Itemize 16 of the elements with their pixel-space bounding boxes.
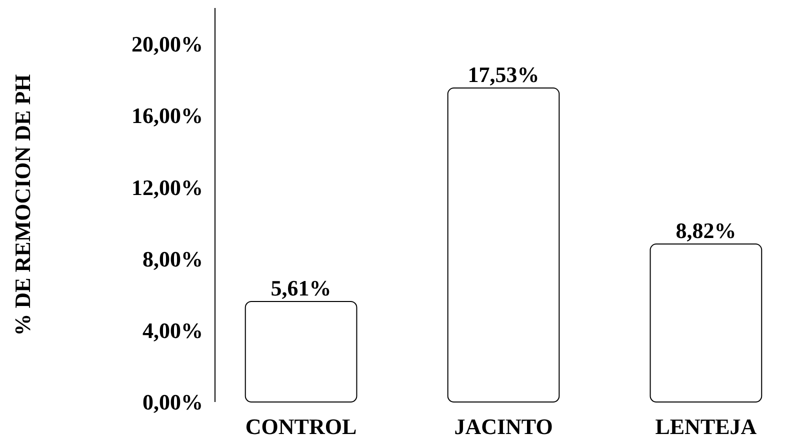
y-tick-label: 0,00% (142, 390, 203, 415)
y-tick-label: 16,00% (132, 103, 203, 128)
data-label: 17,53% (468, 62, 540, 88)
x-tick-label: CONTROL (245, 414, 357, 439)
y-tick-label: 8,00% (142, 246, 203, 272)
x-tick-label: LENTEJA (655, 414, 757, 439)
bar (447, 88, 560, 402)
data-label: 8,82% (676, 218, 736, 244)
bar (244, 301, 358, 402)
y-tick-label: 20,00% (132, 32, 203, 57)
y-tick-label: 4,00% (142, 318, 203, 344)
y-axis-title: % DE REMOCION DE PH (10, 74, 35, 336)
y-tick-label: 12,00% (132, 174, 203, 200)
data-label: 5,61% (270, 276, 332, 301)
bar (650, 244, 762, 402)
x-tick-label: JACINTO (454, 414, 553, 439)
